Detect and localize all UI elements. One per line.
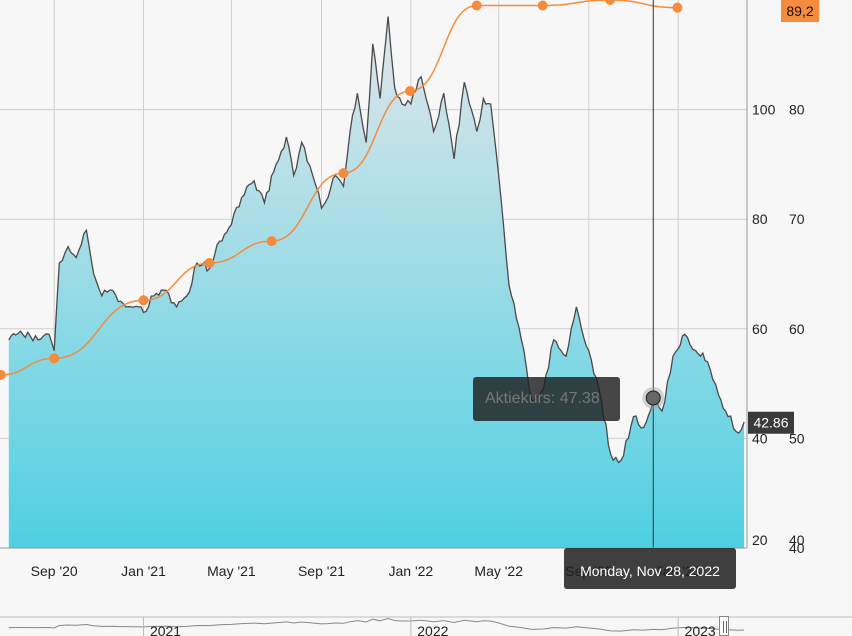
left-tick-label-3: 100	[752, 102, 776, 118]
last-orange-label: 89,2	[786, 3, 813, 19]
x-tick-label-3: Sep '21	[298, 563, 345, 579]
orange-point-7	[471, 0, 482, 11]
right-tick-label-2: 60	[789, 321, 805, 337]
left-tick-label-0: 40	[752, 430, 768, 446]
orange-point-2	[138, 295, 149, 306]
tooltip: Aktiekurs: 47.38	[473, 377, 620, 421]
x-tick-label-4: Jan '22	[388, 563, 433, 579]
hover-point	[645, 390, 661, 406]
orange-point-1	[49, 353, 60, 364]
navigator-label-2: 2023	[685, 623, 716, 636]
navigator-line	[8, 617, 745, 632]
orange-point-0	[0, 369, 6, 380]
right-bottom-tick-label: 40	[789, 532, 805, 548]
crosshair-date-label: Monday, Nov 28, 2022	[564, 548, 736, 589]
orange-point-8	[537, 0, 548, 11]
price-area	[8, 16, 745, 548]
orange-point-9	[605, 0, 616, 5]
x-tick-label-1: Jan '21	[121, 563, 166, 579]
left-tick-label-1: 60	[752, 321, 768, 337]
navigator-label-0: 2021	[150, 623, 181, 636]
price-line	[8, 16, 745, 464]
orange-point-3	[204, 258, 215, 269]
right-tick-label-4: 80	[789, 102, 805, 118]
last-orange-badge	[781, 0, 819, 22]
x-tick-label-2: May '21	[207, 563, 256, 579]
navigator-handle[interactable]	[719, 616, 729, 636]
orange-point-6	[405, 85, 416, 96]
last-price-badge	[748, 411, 794, 434]
left-tick-label-2: 80	[752, 211, 768, 227]
navigator-label-1: 2022	[417, 623, 448, 636]
right-tick-label-0: 40	[789, 540, 805, 556]
orange-point-10	[672, 2, 683, 13]
orange-point-4	[266, 236, 277, 247]
orange-point-5	[338, 168, 349, 179]
last-price-label: 42.86	[753, 415, 788, 431]
x-tick-label-5: May '22	[474, 563, 523, 579]
right-tick-label-3: 70	[789, 211, 805, 227]
right-tick-label-1: 50	[789, 430, 805, 446]
left-bottom-tick-label: 20	[752, 532, 768, 548]
x-tick-label-0: Sep '20	[31, 563, 78, 579]
